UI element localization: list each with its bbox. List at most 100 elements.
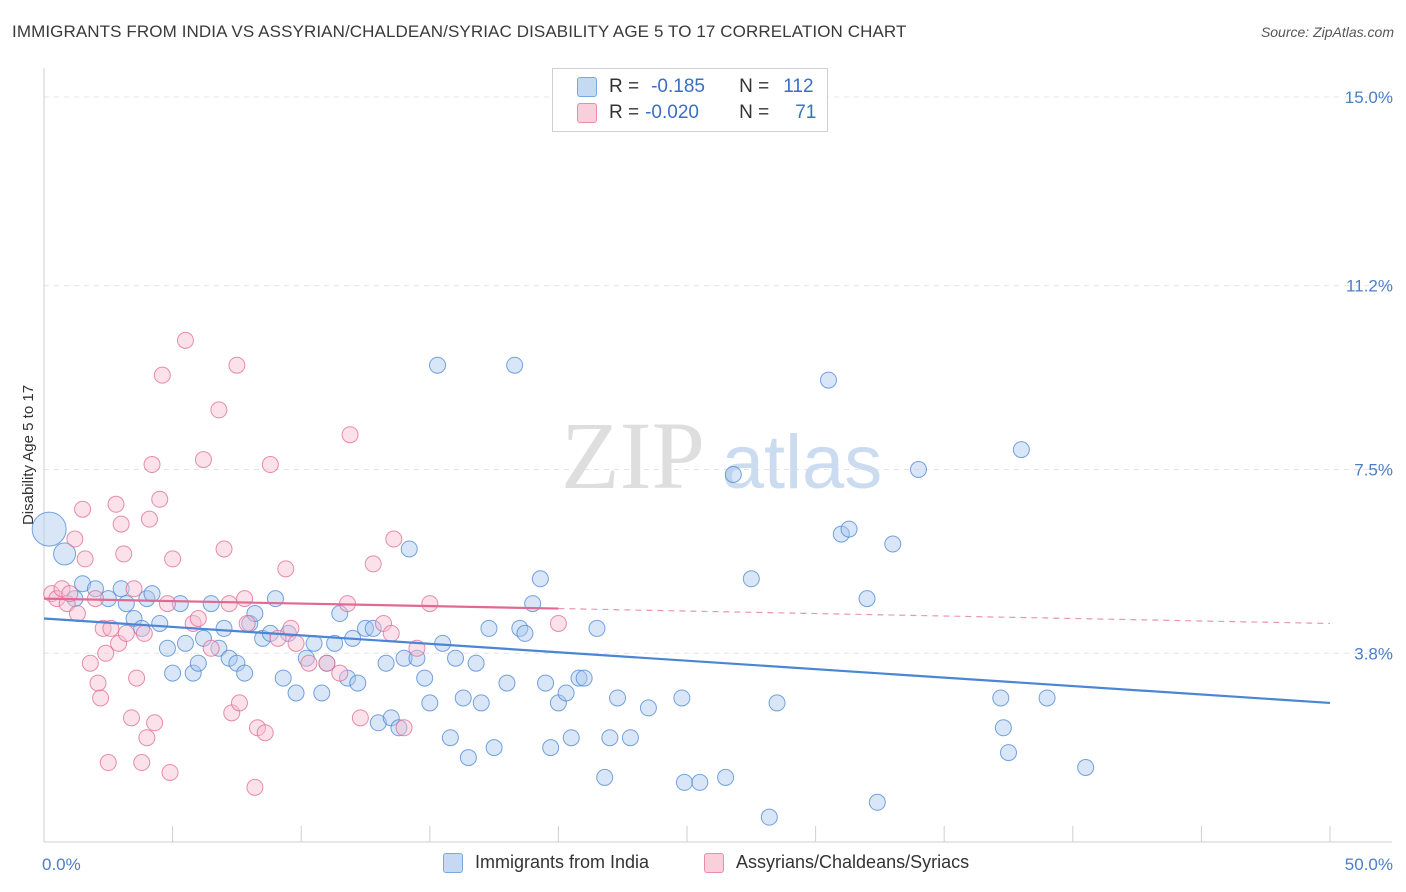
point-india-46 (377, 654, 395, 672)
point-india-63 (485, 739, 503, 757)
point-india-49 (395, 649, 413, 667)
point-india-62 (480, 619, 498, 637)
series-legend-label-assyrian: Assyrians/Chaldeans/Syriacs (736, 852, 970, 872)
point-assyrian-40 (202, 639, 220, 657)
point-india-13 (158, 639, 176, 657)
point-assyrian-59 (331, 664, 349, 682)
point-india-54 (429, 356, 447, 374)
point-india-90 (768, 694, 786, 712)
point-india-64 (498, 674, 516, 692)
series-legend-swatch-assyrian (704, 852, 724, 873)
trend-line-india (43, 617, 1331, 705)
point-india-98 (992, 689, 1010, 707)
point-india-59 (459, 749, 477, 767)
series-legend-india: Immigrants from India (443, 852, 649, 873)
point-assyrian-57 (300, 654, 318, 672)
point-india-58 (454, 689, 472, 707)
point-assyrian-38 (189, 610, 207, 627)
point-assyrian-6 (68, 605, 86, 623)
point-assyrian-24 (128, 669, 146, 687)
point-india-1 (53, 542, 77, 566)
point-assyrian-46 (230, 694, 248, 712)
point-india-18 (189, 654, 207, 672)
point-assyrian-67 (395, 719, 413, 737)
point-assyrian-47 (236, 590, 254, 608)
point-assyrian-32 (153, 366, 171, 384)
point-india-82 (639, 699, 657, 717)
point-india-78 (596, 768, 614, 786)
grid-lines (44, 96, 1392, 654)
series-legend-swatch-india (443, 852, 463, 873)
point-india-71 (542, 739, 560, 757)
point-india-86 (717, 768, 735, 786)
watermark: ZIP atlas (561, 402, 882, 509)
point-india-81 (621, 729, 639, 747)
legend-r-value-india: -0.185 (651, 76, 705, 97)
legend-r-label-india: R = (609, 76, 640, 97)
point-india-83 (673, 689, 691, 707)
point-india-7 (117, 595, 135, 613)
point-assyrian-8 (76, 550, 94, 568)
point-assyrian-34 (161, 763, 179, 781)
point-assyrian-22 (122, 709, 140, 727)
point-assyrian-45 (228, 356, 246, 374)
point-assyrian-9 (81, 654, 99, 672)
point-india-22 (215, 619, 233, 637)
point-india-36 (313, 684, 331, 702)
point-assyrian-56 (287, 634, 305, 652)
point-assyrian-20 (115, 545, 133, 563)
point-assyrian-21 (117, 624, 135, 642)
point-assyrian-11 (89, 674, 107, 692)
point-india-6 (112, 580, 130, 598)
point-india-4 (86, 580, 104, 598)
point-assyrian-61 (341, 426, 359, 444)
x-tick-label-1: 50.0% (1345, 855, 1393, 874)
watermark-zip: ZIP (561, 402, 705, 509)
point-india-12 (151, 614, 169, 632)
point-assyrian-48 (238, 614, 256, 632)
point-assyrian-39 (194, 451, 212, 469)
y-axis-title: Disability Age 5 to 17 (20, 385, 37, 525)
legend-row-india: R = -0.185 N = 112 (577, 75, 814, 99)
legend-r-label-assyrian: R = (609, 102, 640, 123)
point-assyrian-66 (385, 530, 403, 548)
point-india-80 (609, 689, 627, 707)
point-india-50 (400, 540, 418, 558)
point-assyrian-51 (256, 724, 274, 742)
point-assyrian-42 (215, 540, 233, 558)
series-immigrants-from-india (31, 356, 1095, 826)
point-assyrian-16 (102, 619, 120, 637)
watermark-atlas: atlas (722, 420, 883, 505)
point-india-79 (601, 729, 619, 747)
point-india-48 (390, 719, 408, 737)
point-india-75 (570, 669, 588, 687)
series-legend-assyrian: Assyrians/Chaldeans/Syriacs (704, 852, 969, 873)
trend-line-dashed-assyrian (558, 607, 1331, 625)
point-india-0 (31, 511, 67, 547)
point-assyrian-49 (246, 778, 264, 796)
point-assyrian-5 (66, 530, 84, 548)
point-assyrian-14 (97, 644, 115, 662)
point-india-45 (369, 714, 387, 732)
point-assyrian-65 (382, 624, 400, 642)
y-tick-label-1: 7.5% (1354, 461, 1393, 480)
point-assyrian-31 (151, 490, 169, 508)
point-india-20 (202, 595, 220, 613)
point-assyrian-28 (140, 510, 158, 528)
point-india-96 (884, 535, 902, 553)
point-india-100 (1000, 744, 1017, 762)
point-india-61 (472, 694, 490, 712)
series-legend: Immigrants from India Assyrians/Chaldean… (0, 852, 1406, 876)
tick-labels: 3.8% 7.5% 11.2% 15.0% 0.0% 50.0% (42, 88, 1393, 874)
point-india-31 (274, 669, 292, 687)
point-india-14 (164, 664, 182, 682)
point-india-35 (305, 634, 323, 652)
chart-title: IMMIGRANTS FROM INDIA VS ASSYRIAN/CHALDE… (12, 22, 907, 41)
point-india-97 (909, 461, 927, 478)
y-tick-label-2: 11.2% (1346, 277, 1393, 296)
point-assyrian-35 (164, 550, 182, 568)
point-assyrian-43 (220, 595, 238, 613)
point-india-91 (819, 371, 837, 389)
point-india-11 (143, 585, 161, 603)
